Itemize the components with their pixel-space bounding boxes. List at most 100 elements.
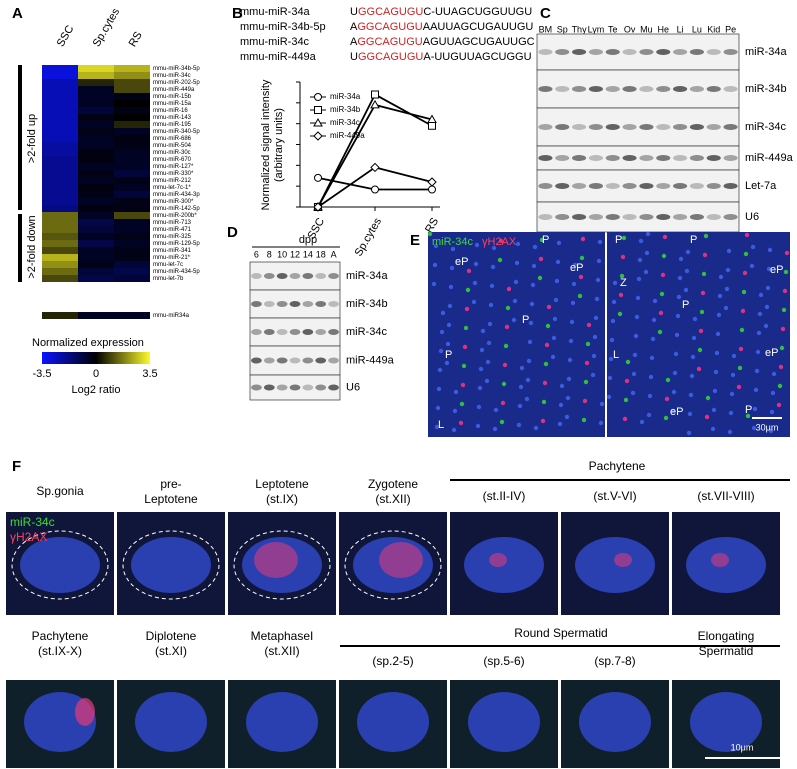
lane-label: Kid <box>707 24 720 34</box>
row-label: miR-34b <box>346 298 388 310</box>
row-label: miR-34a <box>346 270 388 282</box>
region-label: eP <box>670 406 683 418</box>
blot-band <box>251 357 262 364</box>
blot-band <box>689 86 704 92</box>
nucleus <box>704 414 710 420</box>
blot-band <box>302 357 314 364</box>
nucleus <box>518 384 524 390</box>
nucleus <box>565 395 571 401</box>
nucleus <box>590 372 596 378</box>
nucleus <box>675 313 681 319</box>
blot-band <box>588 214 603 220</box>
nucleus <box>473 261 479 267</box>
marker <box>371 90 379 99</box>
stage-label: Leptotene <box>255 477 309 491</box>
heat-cell <box>78 184 114 191</box>
blot-band <box>276 273 288 279</box>
blot-band <box>251 273 262 279</box>
heat-cell <box>78 128 114 135</box>
nucleus <box>593 315 599 321</box>
blot-band <box>263 384 275 391</box>
nucleus <box>638 238 644 244</box>
panel-letter: C <box>540 5 551 22</box>
nucleus <box>464 306 470 312</box>
column-label: SSC <box>55 23 77 49</box>
nucleus <box>663 415 669 421</box>
blot-title: dpp <box>299 234 317 246</box>
heat-cell <box>114 184 150 191</box>
row-label: mmu-miR-340-5p <box>153 129 200 135</box>
scale-label: 10μm <box>731 742 754 752</box>
row-label: mmu-miR-142-5p <box>153 206 200 212</box>
nucleus <box>633 333 639 339</box>
nucleus <box>608 356 614 362</box>
nucleus <box>555 259 561 265</box>
row-label: mmu-miR-325 <box>153 234 192 240</box>
row-label: U6 <box>745 211 759 223</box>
row-label: mmu-miR-30c <box>153 150 191 156</box>
row-label: mmu-miR-200b* <box>153 213 197 219</box>
blot-strip <box>536 107 740 147</box>
nucleus <box>670 408 676 414</box>
nucleus <box>580 236 586 242</box>
lane-label: Ov <box>624 24 636 34</box>
nucleus <box>697 347 703 353</box>
nucleus <box>468 692 540 752</box>
nucleus <box>480 328 486 334</box>
nucleus <box>672 370 678 376</box>
nucleus <box>599 401 605 407</box>
row-label: mmu-miR-34b-5p <box>153 66 200 72</box>
outline <box>11 530 109 600</box>
stage-label: Leptotene <box>144 492 198 506</box>
lane-label: 18 <box>316 249 326 259</box>
heat-cell <box>42 65 78 72</box>
colorbar <box>42 352 150 364</box>
heat-cell <box>78 100 114 107</box>
blot-band <box>673 86 688 92</box>
nucleus <box>463 325 469 331</box>
row-label: U6 <box>346 381 360 393</box>
lane-label: He <box>657 24 669 34</box>
nucleus <box>537 275 543 281</box>
nucleus <box>636 276 642 282</box>
stage-label: pre- <box>160 477 181 491</box>
blot-band <box>538 214 553 220</box>
nucleus <box>597 239 603 245</box>
heat-cell <box>42 121 78 128</box>
marker <box>370 162 380 173</box>
heat-cell <box>42 107 78 114</box>
panel-letter: A <box>12 5 23 22</box>
column-label: RS <box>127 30 145 49</box>
blot-band <box>622 155 637 161</box>
blot-band <box>622 214 637 220</box>
nucleus <box>728 410 734 416</box>
nucleus <box>595 277 601 283</box>
nucleus <box>713 369 719 375</box>
nucleus <box>730 372 736 378</box>
nucleus <box>516 422 522 428</box>
nucleus <box>724 286 730 292</box>
panel-letter: F <box>12 458 21 475</box>
heat-cell <box>78 254 114 261</box>
nucleus <box>749 263 755 269</box>
blot-band <box>689 49 704 55</box>
nucleus <box>637 257 643 263</box>
nucleus <box>497 257 503 263</box>
heat-cell <box>42 100 78 107</box>
row-label: mmu-miR-471 <box>153 227 192 233</box>
nucleus <box>763 323 769 329</box>
heat-cell <box>42 114 78 121</box>
lane-label: Mu <box>640 24 653 34</box>
nucleus <box>578 274 584 280</box>
marker <box>427 177 437 187</box>
nucleus <box>490 264 496 270</box>
nucleus <box>685 249 691 255</box>
nucleus <box>671 389 677 395</box>
nucleus <box>585 341 591 347</box>
column-label: Sp.cytes <box>91 6 123 49</box>
nucleus <box>623 397 629 403</box>
nucleus <box>647 393 653 399</box>
nucleus <box>700 290 706 296</box>
sequence-part: C-UUAGCUGGUUGU <box>423 6 532 18</box>
row-label: mmu-miR-341 <box>153 248 192 254</box>
